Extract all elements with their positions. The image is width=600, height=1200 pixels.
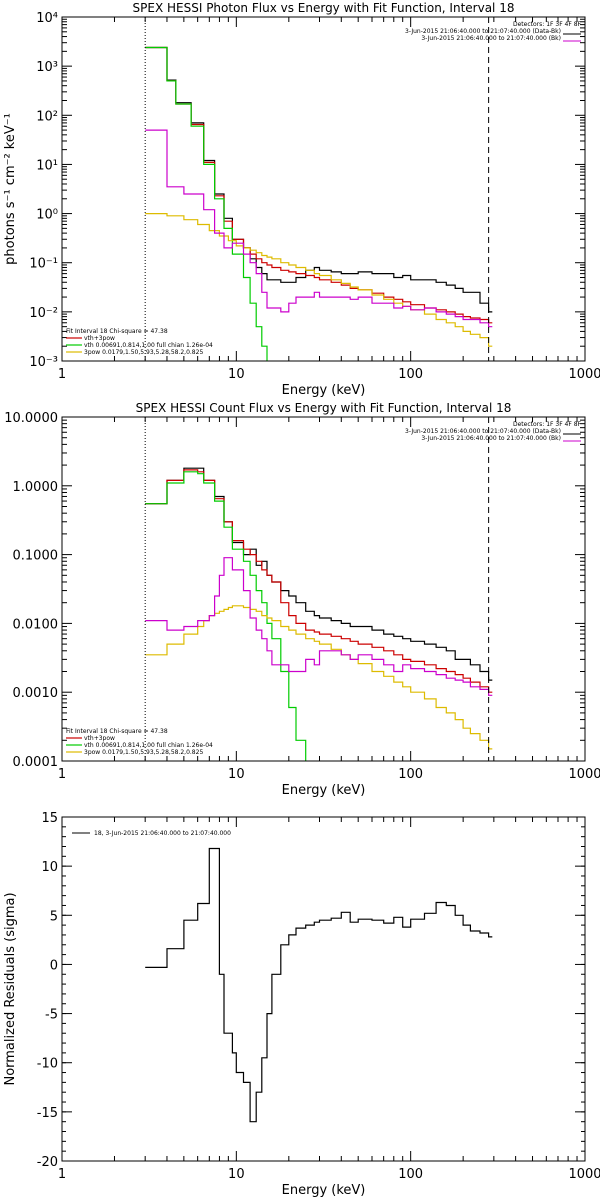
series-line-5 [145, 129, 493, 328]
y-axis-label: Normalized Residuals (sigma) [3, 892, 18, 1085]
y-tick-label: 0.0001 [13, 755, 59, 770]
x-axis-label: Energy (keV) [282, 783, 366, 798]
x-tick-label: 10 [228, 1167, 245, 1182]
chart-panel-1: SPEX HESSI Photon Flux vs Energy with Fi… [3, 1, 600, 398]
y-tick-label: 5 [50, 909, 58, 924]
y-tick-label: 10⁰ [36, 208, 58, 223]
fit-legend-entry: vth 0.00691,0.814,1.00 full chian 1.26e-… [84, 742, 213, 749]
x-axis-label: Energy (keV) [282, 1183, 366, 1198]
x-tick-label: 1 [58, 1167, 66, 1182]
chart-panel-3: 1 10 100 1000 Energy (keV) -20 -15 -10 -5 0 5 10 15 N… [3, 811, 600, 1198]
series-line-5 [145, 557, 493, 696]
legend-entry: 3-Jun-2015 21:06:40.000 to 21:07:40.000 … [405, 428, 561, 435]
y-tick-label: 0.1000 [13, 549, 59, 564]
legend-entry: 3-Jun-2015 21:06:40.000 to 21:07:40.000 … [421, 435, 561, 442]
y-tick-label: -5 [45, 1008, 58, 1023]
y-tick-label: 0.0100 [13, 617, 59, 632]
legend-entry: 3-Jun-2015 21:06:40.000 to 21:07:40.000 … [405, 28, 561, 35]
series-line-4 [145, 213, 493, 347]
series-line-2 [145, 46, 493, 324]
x-tick-label: 1 [58, 767, 66, 782]
x-axis-label: Energy (keV) [282, 383, 366, 398]
y-tick-label: 10¹ [36, 158, 58, 173]
y-tick-label: 15 [41, 811, 58, 826]
series-line-1 [145, 46, 493, 313]
y-tick-label: 0 [50, 958, 58, 973]
x-tick-label: 1000 [568, 1167, 600, 1182]
fit-legend-entry: Fit Interval 18 Chi-square = 47.38 [66, 728, 168, 735]
x-tick-label: 100 [398, 767, 423, 782]
x-tick-label: 1000 [568, 767, 600, 782]
y-tick-label: 10⁴ [36, 11, 58, 26]
y-axis-label: photons s⁻¹ cm⁻² keV⁻¹ [3, 113, 18, 265]
y-tick-label: -15 [37, 1106, 58, 1121]
y-tick-label: 10.0000 [4, 411, 58, 426]
series-line-1 [145, 467, 493, 681]
y-tick-label: 10⁻² [29, 306, 58, 321]
x-tick-label: 10 [228, 767, 245, 782]
fit-legend-entry: vth+3pow [84, 735, 115, 742]
series-line-3 [145, 46, 268, 361]
x-tick-label: 100 [398, 1167, 423, 1182]
plot-frame [61, 416, 586, 762]
legend-entry: 3-Jun-2015 21:06:40.000 to 21:07:40.000 … [421, 35, 561, 42]
legend-entry: Detectors: 1F 3F 4F 8F [513, 21, 582, 28]
series-line-1 [145, 847, 493, 1123]
chart-panel-2: SPEX HESSI Count Flux vs Energy with Fit… [4, 401, 600, 798]
y-tick-label: -10 [37, 1057, 58, 1072]
x-tick-label: 1 [58, 367, 66, 382]
legend-entry: Detectors: 1F 3F 4F 8F [513, 421, 582, 428]
fit-legend-entry: vth+3pow [84, 335, 115, 342]
y-tick-label: 1.0000 [13, 480, 59, 495]
residual-legend-entry: 18, 3-Jun-2015 21:06:40.000 to 21:07:40.… [94, 830, 231, 837]
series-line-2 [145, 469, 493, 693]
chart-title: SPEX HESSI Count Flux vs Energy with Fit… [136, 401, 512, 415]
y-tick-label: 10³ [36, 60, 58, 75]
plot-frame [61, 16, 586, 362]
fit-legend-entry: Fit Interval 18 Chi-square = 47.38 [66, 328, 168, 335]
x-tick-label: 10 [228, 367, 245, 382]
y-tick-label: -20 [37, 1155, 58, 1170]
chart-title: SPEX HESSI Photon Flux vs Energy with Fi… [133, 1, 515, 15]
y-tick-label: 10² [36, 109, 58, 124]
series-line-3 [145, 471, 307, 761]
y-tick-label: 0.0010 [13, 686, 59, 701]
x-tick-label: 1000 [568, 367, 600, 382]
plot-frame [61, 816, 586, 1162]
y-tick-label: 10⁻³ [29, 355, 58, 370]
fit-legend-entry: 3pow 0.0179,1.50,5.93,5.28,58.2,0.825 [84, 749, 203, 756]
x-tick-label: 100 [398, 367, 423, 382]
y-tick-label: 10 [41, 860, 58, 875]
y-tick-label: 10⁻¹ [29, 257, 58, 272]
fit-legend-entry: 3pow 0.0179,1.50,5.93,5.28,58.2,0.825 [84, 349, 203, 356]
series-line-4 [145, 605, 493, 750]
fit-legend-entry: vth 0.00691,0.814,1.00 full chian 1.26e-… [84, 342, 213, 349]
